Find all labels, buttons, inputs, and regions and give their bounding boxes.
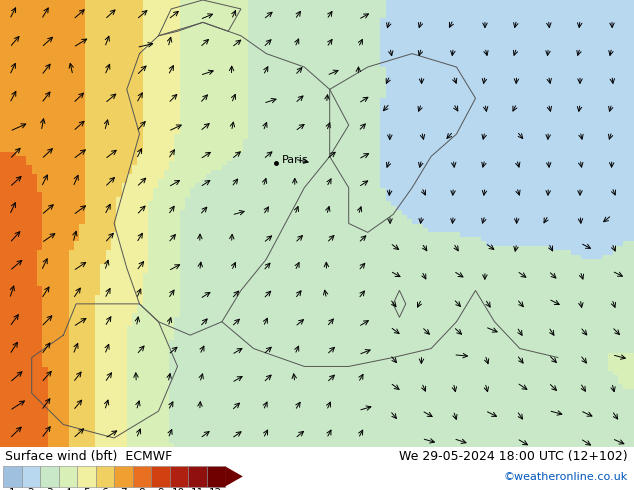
Text: 3: 3 <box>46 488 53 490</box>
Bar <box>3 466 22 487</box>
Text: 4: 4 <box>65 488 71 490</box>
Polygon shape <box>225 466 243 487</box>
Bar <box>169 466 188 487</box>
Text: 7: 7 <box>120 488 127 490</box>
Bar <box>77 466 96 487</box>
Text: 11: 11 <box>191 488 204 490</box>
Text: 8: 8 <box>139 488 145 490</box>
Bar <box>151 466 169 487</box>
Text: 1: 1 <box>9 488 16 490</box>
Bar <box>22 466 40 487</box>
Bar <box>58 466 77 487</box>
Text: Surface wind (bft)  ECMWF: Surface wind (bft) ECMWF <box>5 450 172 464</box>
Text: ©weatheronline.co.uk: ©weatheronline.co.uk <box>503 472 628 482</box>
Text: Paris: Paris <box>282 155 309 165</box>
Text: 6: 6 <box>101 488 108 490</box>
Bar <box>114 466 133 487</box>
Bar <box>188 466 207 487</box>
Text: 10: 10 <box>172 488 185 490</box>
Text: 5: 5 <box>83 488 89 490</box>
Text: 2: 2 <box>28 488 34 490</box>
Text: 12: 12 <box>209 488 223 490</box>
Bar <box>207 466 225 487</box>
Text: We 29-05-2024 18:00 UTC (12+102): We 29-05-2024 18:00 UTC (12+102) <box>399 450 628 464</box>
Bar <box>96 466 114 487</box>
Text: 9: 9 <box>157 488 164 490</box>
Bar <box>40 466 58 487</box>
Bar <box>133 466 151 487</box>
